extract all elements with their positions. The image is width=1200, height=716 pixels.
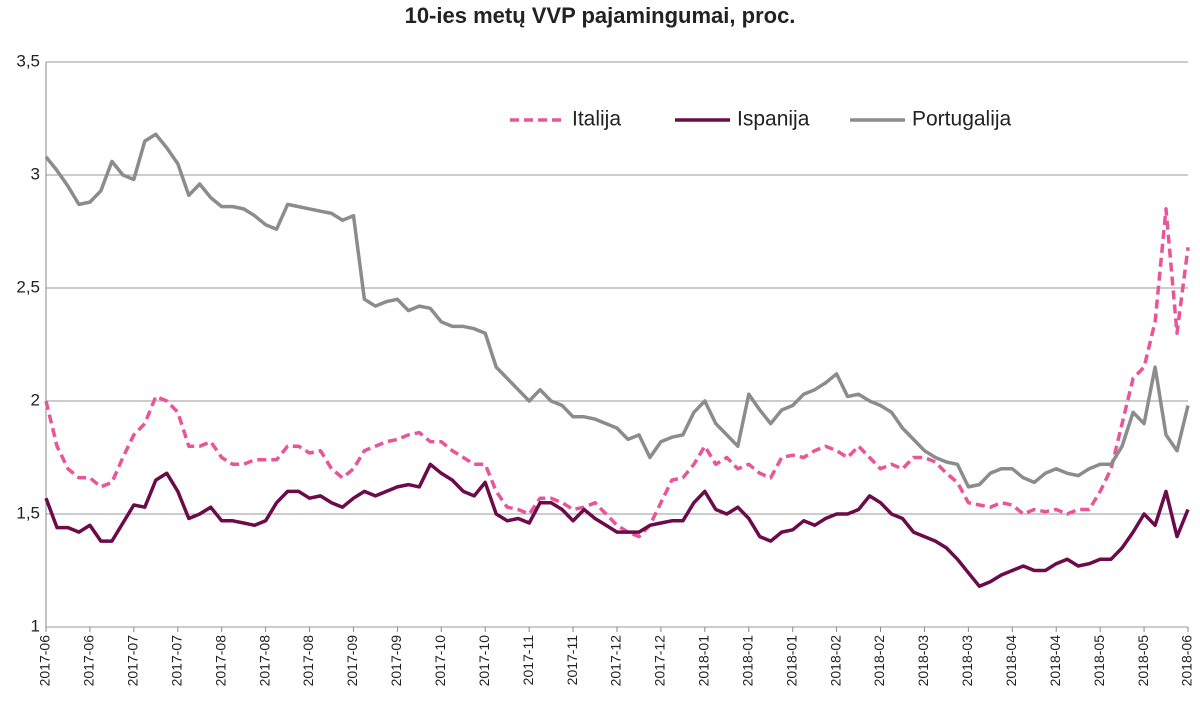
x-tick-label: 2018-01	[696, 635, 712, 687]
y-tick-label: 1	[31, 616, 40, 635]
x-tick-label: 2018-05	[1091, 635, 1107, 687]
x-tick-label: 2017-10	[476, 635, 492, 687]
x-tick-label: 2017-07	[125, 635, 141, 687]
x-tick-label: 2017-08	[300, 635, 316, 687]
legend-label: Ispanija	[737, 108, 810, 131]
x-tick-label: 2017-10	[432, 635, 448, 687]
x-tick-label: 2017-11	[564, 635, 580, 686]
x-tick-label: 2018-01	[783, 635, 799, 687]
x-tick-label: 2018-02	[871, 635, 887, 687]
y-tick-label: 3	[31, 164, 40, 183]
x-tick-label: 2018-03	[959, 635, 975, 687]
y-tick-label: 2	[31, 390, 40, 409]
series-line	[44, 132, 1190, 489]
series-line	[44, 462, 1190, 589]
x-tick-label: 2017-09	[344, 635, 360, 687]
x-tick-label: 2017-09	[388, 635, 404, 687]
x-tick-label: 2017-12	[608, 635, 624, 687]
x-tick-label: 2018-02	[827, 635, 843, 687]
x-tick-label: 2017-07	[168, 635, 184, 687]
x-tick-label: 2018-06	[1179, 635, 1195, 687]
x-tick-label: 2017-08	[212, 635, 228, 687]
x-tick-label: 2017-08	[256, 635, 272, 687]
x-tick-label: 2017-06	[37, 635, 53, 687]
chart-title: 10-ies metų VVP pajamingumai, proc.	[405, 3, 796, 28]
x-tick-label: 2018-05	[1135, 635, 1151, 687]
x-tick-label: 2017-06	[81, 635, 97, 687]
x-tick-label: 2018-04	[1047, 635, 1063, 687]
x-tick-label: 2018-04	[1003, 635, 1019, 687]
legend-label: Italija	[572, 108, 621, 131]
x-tick-label: 2018-03	[915, 635, 931, 687]
y-tick-label: 3,5	[16, 51, 40, 70]
x-tick-label: 2018-01	[739, 635, 755, 687]
x-tick-label: 2017-11	[520, 635, 536, 686]
y-tick-label: 1,5	[16, 503, 40, 522]
series-line	[44, 207, 1190, 539]
legend-label: Portugalija	[912, 108, 1012, 131]
y-tick-label: 2,5	[16, 277, 40, 296]
x-tick-label: 2017-12	[652, 635, 668, 687]
